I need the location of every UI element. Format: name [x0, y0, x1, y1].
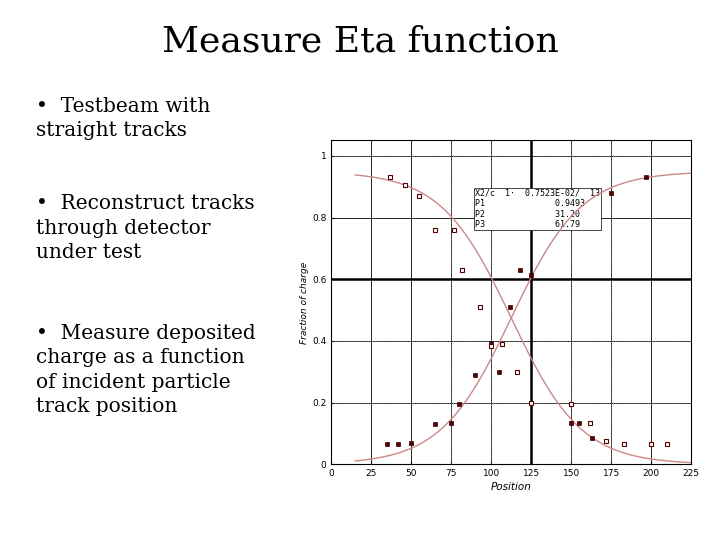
Text: X2/c  1·  0.7523E-02/  13
P1              0.9493
P2              31.20
P3       : X2/c 1· 0.7523E-02/ 13 P1 0.9493 P2 31.2… — [475, 189, 600, 229]
Text: •  Testbeam with
straight tracks: • Testbeam with straight tracks — [36, 97, 210, 140]
Text: •  Measure deposited
charge as a function
of incident particle
track position: • Measure deposited charge as a function… — [36, 324, 256, 416]
Text: Measure Eta function: Measure Eta function — [161, 24, 559, 58]
X-axis label: Position: Position — [491, 482, 531, 492]
Text: •  Reconstruct tracks
through detector
under test: • Reconstruct tracks through detector un… — [36, 194, 255, 262]
Y-axis label: Fraction of charge: Fraction of charge — [300, 261, 309, 343]
